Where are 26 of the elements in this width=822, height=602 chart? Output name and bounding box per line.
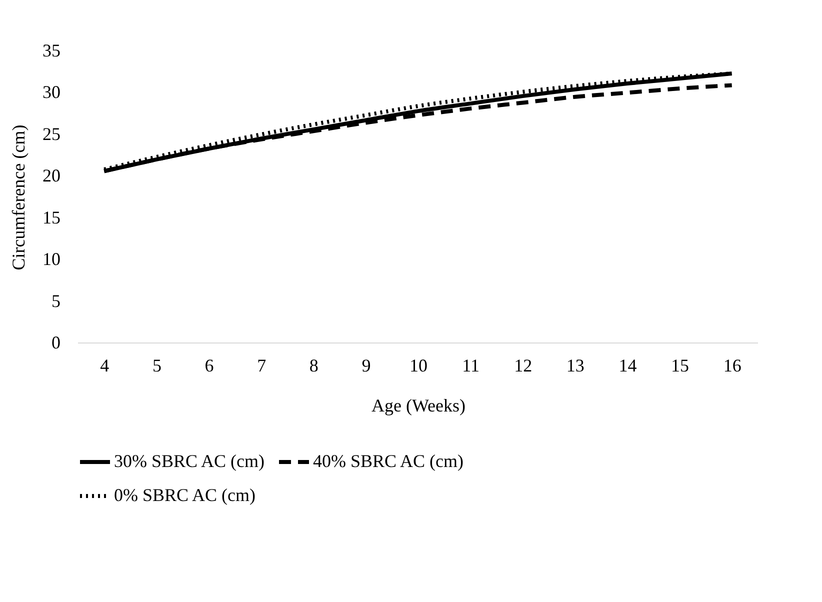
x-tick-label: 7: [257, 356, 266, 376]
y-tick-label: 0: [52, 332, 60, 352]
y-tick-label: 35: [42, 40, 60, 60]
legend-label: 40% SBRC AC (cm): [313, 451, 464, 471]
x-tick-label: 8: [309, 356, 318, 376]
x-tick-label: 16: [723, 356, 742, 376]
y-tick-label: 20: [42, 166, 60, 186]
y-tick-label: 15: [42, 207, 60, 228]
y-tick-label: 30: [42, 82, 60, 102]
x-axis-title: Age (Weeks): [371, 396, 466, 416]
x-tick-label: 6: [204, 356, 214, 376]
legend-label: 0% SBRC AC (cm): [114, 485, 256, 505]
legend-label: 30% SBRC AC (cm): [114, 451, 265, 471]
y-tick-label: 5: [52, 290, 60, 311]
x-tick-label: 13: [566, 356, 584, 376]
y-axis-title: Circumference (cm): [8, 124, 28, 270]
x-tick-label: 4: [100, 356, 110, 376]
x-tick-label: 10: [410, 356, 428, 376]
x-tick-label: 14: [618, 356, 637, 376]
x-tick-label: 11: [462, 356, 480, 376]
x-tick-label: 5: [152, 356, 162, 376]
x-tick-label: 15: [671, 356, 690, 376]
y-tick-label: 25: [42, 124, 60, 144]
x-tick-label: 9: [362, 356, 371, 376]
x-tick-label: 12: [514, 356, 532, 376]
y-tick-label: 10: [42, 249, 60, 270]
